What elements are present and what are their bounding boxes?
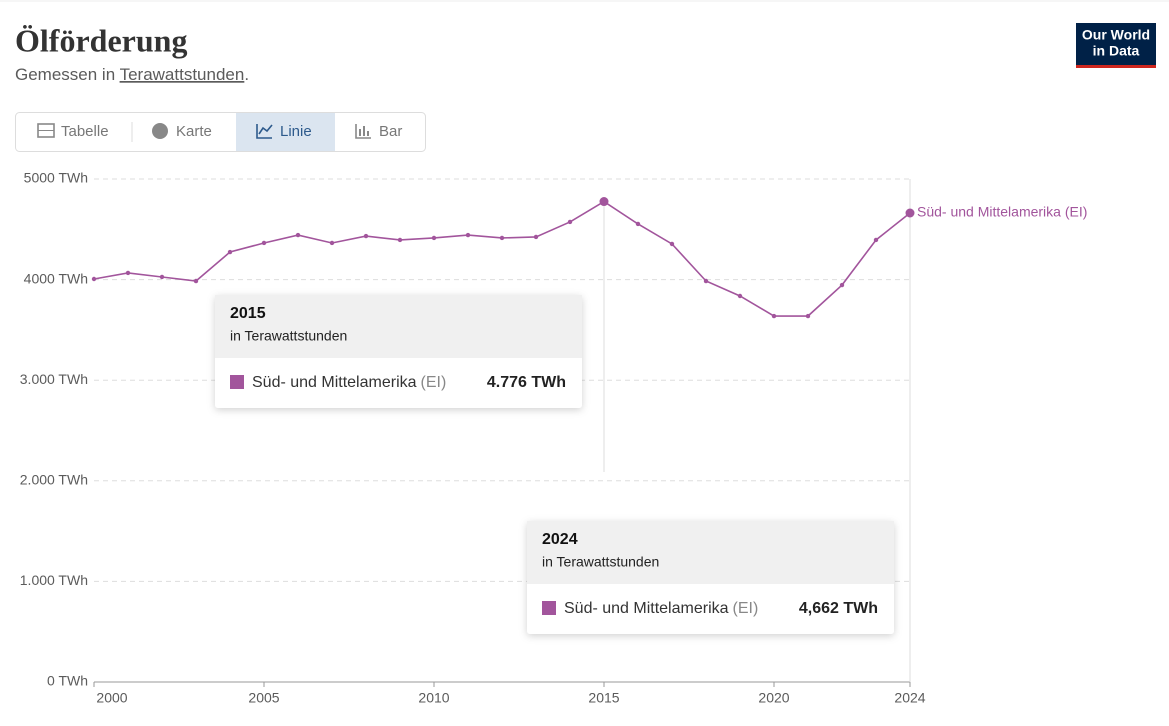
point [363,233,369,239]
y-tick-label: 3.000 TWh [20,371,88,387]
tooltip-series: Süd- und Mittelamerika (EI) [564,600,758,617]
tooltip-subtitle: in Terawattstunden [230,328,347,344]
point [261,240,267,246]
tooltip-title: 2024 [542,531,578,548]
y-tick-label: 1.000 TWh [20,572,88,588]
subtitle-text: Gemessen in [15,65,120,84]
y-tick-label: 4000 TWh [24,270,88,286]
highlight-point [599,197,609,207]
y-tick-label: 5000 TWh [24,170,88,186]
point [839,282,845,288]
x-tick-label: 2020 [758,690,789,706]
tooltip-series-name: Süd- und Mittelamerika [252,374,417,391]
x-tick-label: 2024 [894,690,925,706]
point [329,240,335,246]
tooltip-series-name: Süd- und Mittelamerika [564,600,729,617]
point [499,235,505,241]
subtitle: Gemessen in Terawattstunden. [15,65,249,84]
x-tick-label: 2000 [96,690,127,706]
highlight-point [905,208,915,218]
line-icon [256,124,272,139]
tab[interactable]: Linie [256,123,312,140]
tab-active-bg [236,113,335,151]
tooltip: 2024 in Terawattstunden Süd- und Mittelame… [527,521,894,634]
point [737,293,743,299]
tooltip-swatch [230,375,244,389]
x-tick-label: 2015 [588,690,619,706]
tab-label: Bar [379,123,402,140]
tab[interactable]: Bar [355,123,402,140]
point [159,274,165,280]
globe-icon [152,123,168,139]
logo[interactable] [1076,23,1156,65]
tooltip-header [215,295,582,358]
x-tick-label: 2005 [248,690,279,706]
tab-label: Linie [280,123,312,140]
tooltip: 2015 in Terawattstunden Süd- und Mittelame… [215,295,582,408]
point [295,232,301,238]
tab[interactable]: Karte [152,123,212,140]
y-tick-label: 2.000 TWh [20,472,88,488]
point [669,241,675,247]
point [125,270,131,276]
subtitle-link[interactable]: Terawattstunden [120,65,245,84]
tooltip-series: Süd- und Mittelamerika (EI) [252,374,446,391]
point [465,232,471,238]
point [193,278,199,284]
point [533,234,539,240]
x-tick-label: 2010 [418,690,449,706]
chart-title: Ölförderung [15,22,187,58]
subtitle-text: . [244,65,249,84]
point [431,235,437,241]
tab-label: Tabelle [61,123,109,140]
point [703,278,709,284]
point [873,237,879,243]
tooltip-source: (EI) [421,374,447,391]
point [227,249,233,255]
tooltip-value: 4.776 TWh [487,374,566,391]
tooltip-title: 2015 [230,305,266,322]
bar-icon [355,124,371,139]
point [567,219,573,225]
tooltip-subtitle: in Terawattstunden [542,554,659,570]
point [635,221,641,227]
point [397,237,403,243]
point [91,276,97,282]
tooltip-swatch [542,601,556,615]
series-label: Süd- und Mittelamerika (EI) [917,204,1087,220]
tooltip-value: 4,662 TWh [799,600,878,617]
logo-stripe [1076,65,1156,68]
logo-text: in Data [1093,43,1140,59]
point [771,313,777,319]
tooltip-header [527,521,894,584]
logo-text: Our World [1082,27,1150,43]
y-tick-label: 0 TWh [47,673,88,689]
line-icon [258,124,273,135]
point [805,313,811,319]
tooltip-source: (EI) [733,600,759,617]
tab[interactable]: Tabelle [37,123,109,140]
tab-label: Karte [176,123,212,140]
